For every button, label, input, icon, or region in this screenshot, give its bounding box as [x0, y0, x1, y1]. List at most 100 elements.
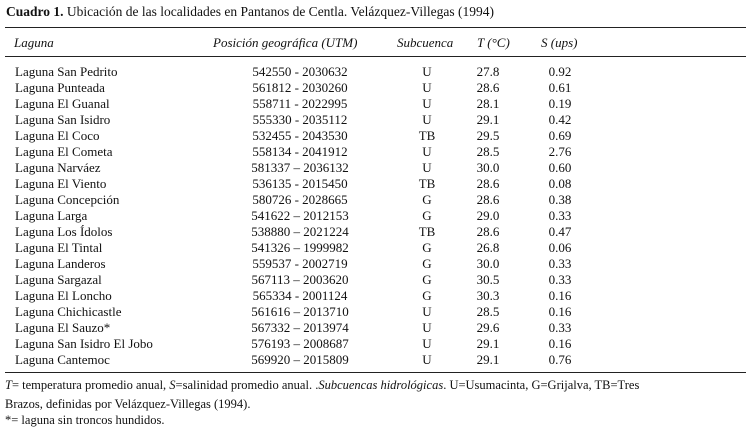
table-row: Laguna Concepción 580726 - 2028665 G 28.6 0.… — [0, 192, 751, 208]
cell-laguna: Laguna Concepción — [15, 192, 120, 207]
t-definition: = temperatura promedio anual, — [11, 378, 170, 392]
cell-posicion: 558134 - 2041912 — [252, 144, 348, 159]
cell-t: 28.5 — [476, 144, 500, 159]
cell-s: 0.60 — [548, 160, 572, 175]
cell-posicion: 541326 – 1999982 — [251, 240, 349, 255]
cell-posicion: 561616 – 2013710 — [251, 304, 349, 319]
header-salinity: S (ups) — [541, 35, 578, 50]
cell-s: 0.92 — [548, 64, 572, 79]
cell-s: 0.33 — [548, 272, 572, 287]
cell-s: 0.42 — [548, 112, 572, 127]
cell-t: 28.5 — [476, 304, 500, 319]
cell-subcuenca: TB — [418, 224, 436, 239]
cell-subcuenca: TB — [418, 176, 436, 191]
table-row: Laguna El Guanal 558711 - 2022995 U 28.1 0.1… — [0, 96, 751, 112]
cell-posicion: 536135 - 2015450 — [252, 176, 348, 191]
cell-s: 0.76 — [548, 352, 572, 367]
cell-t: 28.1 — [476, 96, 500, 111]
cell-s: 0.16 — [548, 336, 572, 351]
table-row: Laguna Los Ídolos 538880 – 2021224 TB 28.6 0… — [0, 224, 751, 240]
cell-subcuenca: G — [422, 256, 432, 271]
cell-subcuenca: U — [422, 352, 432, 367]
cell-posicion: 576193 – 2008687 — [251, 336, 349, 351]
cell-posicion: 542550 - 2030632 — [252, 64, 348, 79]
cell-laguna: Laguna Cantemoc — [15, 352, 110, 367]
cell-subcuenca: G — [422, 240, 432, 255]
cell-s: 2.76 — [548, 144, 572, 159]
cell-laguna: Laguna Narváez — [15, 160, 101, 175]
cell-subcuenca: U — [422, 144, 432, 159]
table-row: Laguna Chichicastle 561616 – 2013710 U 28.5… — [0, 304, 751, 320]
cell-s: 0.16 — [548, 304, 572, 319]
cell-t: 30.0 — [476, 256, 500, 271]
table-caption: Cuadro 1. Ubicación de las localidades e… — [6, 4, 494, 20]
subcuencas-label: Subcuencas hidrológicas — [318, 378, 444, 392]
cell-t: 29.1 — [476, 112, 500, 127]
cell-s: 0.08 — [548, 176, 572, 191]
cell-s: 0.19 — [548, 96, 572, 111]
cell-posicion: 555330 - 2035112 — [252, 112, 348, 127]
cell-s: 0.38 — [548, 192, 572, 207]
cell-t: 29.1 — [476, 352, 500, 367]
table-row: Laguna San Isidro 555330 - 2035112 U 29.1 0.… — [0, 112, 751, 128]
cell-s: 0.61 — [548, 80, 572, 95]
cell-subcuenca: U — [422, 80, 432, 95]
t-symbol: T — [5, 378, 12, 392]
table-row: Laguna Landeros 559537 - 2002719 G 30.0 0.33 — [0, 256, 751, 272]
cell-t: 30.0 — [476, 160, 500, 175]
cell-t: 30.3 — [476, 288, 500, 303]
table-row: Laguna Larga 541622 – 2012153 G 29.0 0.33 — [0, 208, 751, 224]
table-row: Laguna El Tintal 541326 – 1999982 G 26.8 0.0… — [0, 240, 751, 256]
cell-subcuenca: U — [422, 160, 432, 175]
cell-subcuenca: G — [422, 288, 432, 303]
cell-laguna: Laguna El Cometa — [15, 144, 113, 159]
header-laguna: Laguna — [14, 35, 54, 50]
cell-laguna: Laguna San Isidro El Jobo — [15, 336, 153, 351]
cell-subcuenca: G — [422, 208, 432, 223]
cell-laguna: Laguna Landeros — [15, 256, 106, 271]
cell-subcuenca: TB — [418, 128, 436, 143]
caption-text: Ubicación de las localidades en Pantanos… — [63, 4, 494, 19]
cell-t: 29.1 — [476, 336, 500, 351]
cell-t: 29.0 — [476, 208, 500, 223]
cell-subcuenca: G — [422, 272, 432, 287]
cell-laguna: Laguna El Viento — [15, 176, 107, 191]
table-row: Laguna El Sauzo* 567332 – 2013974 U 29.6 0.3… — [0, 320, 751, 336]
subcuencas-definition: . U=Usumacinta, G=Grijalva, TB=Tres — [443, 378, 640, 392]
cell-t: 30.5 — [476, 272, 500, 287]
table-row: Laguna Sargazal 567113 – 2003620 G 30.5 0.33 — [0, 272, 751, 288]
cell-posicion: 532455 - 2043530 — [252, 128, 348, 143]
header-rule — [5, 56, 746, 57]
caption-label: Cuadro 1. — [6, 4, 64, 19]
top-rule — [5, 27, 746, 28]
cell-posicion: 580726 - 2028665 — [252, 192, 348, 207]
cell-t: 28.6 — [476, 192, 500, 207]
cell-posicion: 559537 - 2002719 — [252, 256, 348, 271]
cell-laguna: Laguna Larga — [15, 208, 88, 223]
cell-posicion: 567113 – 2003620 — [251, 272, 349, 287]
cell-laguna: Laguna El Loncho — [15, 288, 112, 303]
cell-laguna: Laguna Chichicastle — [15, 304, 122, 319]
cell-t: 29.6 — [476, 320, 500, 335]
header-temperature: T (°C) — [477, 35, 510, 50]
cell-s: 0.33 — [548, 320, 572, 335]
cell-laguna: Laguna Los Ídolos — [15, 224, 113, 239]
cell-posicion: 581337 – 2036132 — [251, 160, 349, 175]
cell-posicion: 558711 - 2022995 — [252, 96, 348, 111]
cell-t: 28.6 — [476, 80, 500, 95]
cell-subcuenca: U — [422, 320, 432, 335]
cell-s: 0.33 — [548, 208, 572, 223]
table-row: Laguna San Pedrito 542550 - 2030632 U 27.8 0… — [0, 64, 751, 80]
cell-t: 29.5 — [476, 128, 500, 143]
table-row: Laguna El Cometa 558134 - 2041912 U 28.5 2.7… — [0, 144, 751, 160]
cell-laguna: Laguna El Tintal — [15, 240, 103, 255]
cell-posicion: 561812 - 2030260 — [252, 80, 348, 95]
footnote-line-1: T= temperatura promedio anual, S=salinid… — [5, 377, 639, 394]
table-row: Laguna San Isidro El Jobo 576193 – 200868… — [0, 336, 751, 352]
table-row: Laguna El Loncho 565334 - 2001124 G 30.3 0.1… — [0, 288, 751, 304]
cell-s: 0.69 — [548, 128, 572, 143]
cell-laguna: Laguna Punteada — [15, 80, 105, 95]
table-row: Laguna Cantemoc 569920 – 2015809 U 29.1 0.76 — [0, 352, 751, 368]
cell-subcuenca: U — [422, 304, 432, 319]
cell-posicion: 565334 - 2001124 — [252, 288, 348, 303]
